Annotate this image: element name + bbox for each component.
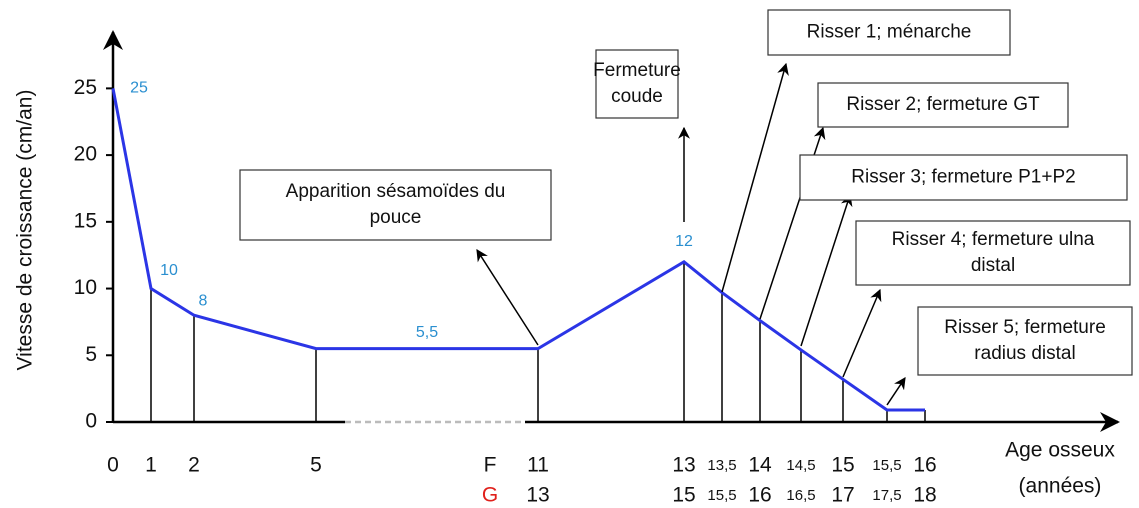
annotation-text: Risser 2; fermeture GT [846, 94, 1040, 115]
annotation-text: Risser 3; fermeture P1+P2 [851, 167, 1075, 188]
y-tick-label: 0 [85, 410, 97, 433]
x-tick-label: 18 [913, 484, 936, 507]
x-tick-label: 0 [107, 454, 119, 477]
y-tick-label: 5 [85, 343, 97, 366]
y-tick-label: 25 [74, 76, 97, 99]
value-label: 5,5 [416, 324, 438, 341]
x-tick-label: 16 [748, 484, 771, 507]
annotation-text: distal [971, 255, 1015, 276]
annotation-arrow [886, 377, 906, 406]
x-tick-label: 16 [913, 454, 936, 477]
annotation-text: Apparition sésamoïdes du [286, 181, 506, 202]
annotation-box [855, 220, 1131, 286]
y-tick-label: 10 [74, 276, 97, 299]
annotation-arrow [476, 248, 539, 346]
y-tick-label: 20 [74, 143, 97, 166]
annotation-arrow [721, 62, 789, 293]
annotation-text: coude [611, 86, 663, 107]
x-tick-label: 13 [672, 454, 695, 477]
annotation-text: Fermeture [593, 60, 681, 81]
annotation-box [595, 49, 679, 119]
annotation-box [767, 9, 1011, 56]
annotation-box [239, 169, 552, 241]
x-tick-label: 13 [526, 484, 549, 507]
annotation-box [799, 154, 1128, 201]
annotation-text: pouce [370, 207, 422, 228]
x-tick-label: 2 [188, 454, 200, 477]
x-tick-label: 14 [748, 454, 772, 477]
x-axis-label: (années) [1019, 475, 1102, 498]
x-tick-label: 17,5 [872, 487, 901, 504]
annotation-text: radius distal [974, 343, 1075, 364]
value-label: 8 [199, 292, 208, 309]
x-tick-label: 16,5 [786, 487, 815, 504]
row-label: F [484, 454, 497, 477]
x-tick-label: 15 [831, 454, 854, 477]
x-tick-label: 15 [672, 484, 695, 507]
x-tick-label: 5 [310, 454, 322, 477]
value-label: 12 [675, 233, 693, 250]
value-label: 25 [130, 80, 148, 97]
row-label: G [482, 484, 498, 507]
value-label: 10 [160, 262, 178, 279]
annotation-text: Risser 5; fermeture [944, 317, 1106, 338]
annotation-arrow [800, 193, 853, 347]
x-axis-label: Age osseux [1005, 439, 1115, 462]
x-tick-label: 1 [145, 454, 157, 477]
y-axis-label: Vitesse de croissance (cm/an) [14, 90, 37, 371]
y-tick-label: 15 [74, 209, 97, 232]
x-tick-label: 17 [831, 484, 854, 507]
annotation-text: Risser 4; fermeture ulna [892, 229, 1095, 250]
x-tick-label: 15,5 [707, 487, 736, 504]
annotation-box [817, 82, 1069, 128]
annotation-box [917, 306, 1133, 376]
annotation-text: Risser 1; ménarche [807, 22, 972, 43]
series-line [111, 88, 925, 412]
x-tick-label: 11 [527, 454, 549, 477]
x-tick-label: 15,5 [872, 457, 901, 474]
x-tick-label: 13,5 [707, 457, 736, 474]
annotation-arrow [842, 288, 882, 378]
x-tick-label: 14,5 [786, 457, 815, 474]
